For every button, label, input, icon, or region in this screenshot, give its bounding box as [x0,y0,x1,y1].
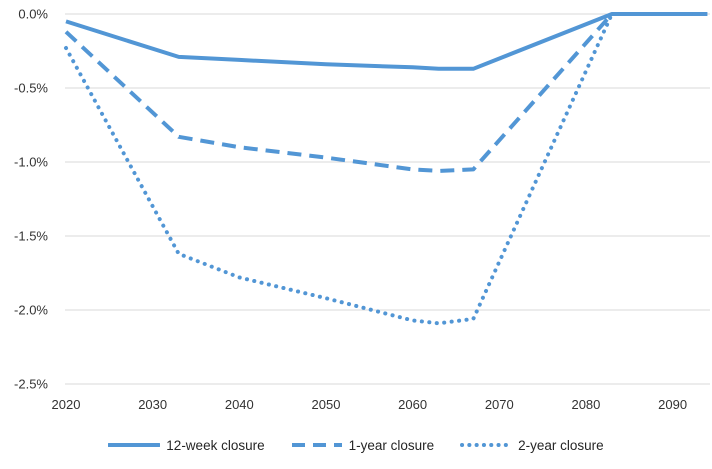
y-axis-tick-label: 0.0% [18,7,48,22]
series-line-dotted [64,12,710,326]
legend-item-2-year: 2-year closure [460,438,604,453]
legend-label: 1-year closure [348,437,435,453]
series-line-solid [65,12,708,71]
x-axis-tick-label: 2070 [485,397,514,412]
y-axis-tick-label: -1.0% [14,155,48,170]
x-axis-tick-label: 2090 [658,397,687,412]
dotted-line-icon [460,443,513,447]
x-axis-tick-label: 2060 [398,397,427,412]
series-line-dashed [64,12,708,173]
legend-label: 12-week closure [166,437,265,453]
plot-area: 0.0% -0.5% -1.0% -1.5% -2.0% -2.5% 2020 2030 204… [14,7,710,412]
y-axis-tick-label: -1.5% [14,229,48,244]
legend-item-12-week: 12-week closure [108,437,265,453]
dashed-line-icon [291,443,342,447]
legend-label: 2-year closure [518,437,604,453]
x-axis-tick-label: 2020 [52,397,81,412]
y-axis-tick-label: -0.5% [14,81,48,96]
solid-line-icon [108,443,161,447]
legend-item-1-year: 1-year closure [291,437,435,453]
x-axis-tick-label: 2040 [225,397,254,412]
y-axis-tick-label: -2.5% [14,377,48,392]
x-axis-tick-label: 2050 [312,397,341,412]
x-axis-tick-label: 2080 [571,397,600,412]
x-axis-tick-label: 2030 [138,397,167,412]
chart-legend: 12-week closure 1-year closure 2-year cl… [0,433,712,457]
y-axis-tick-label: -2.0% [14,303,48,318]
